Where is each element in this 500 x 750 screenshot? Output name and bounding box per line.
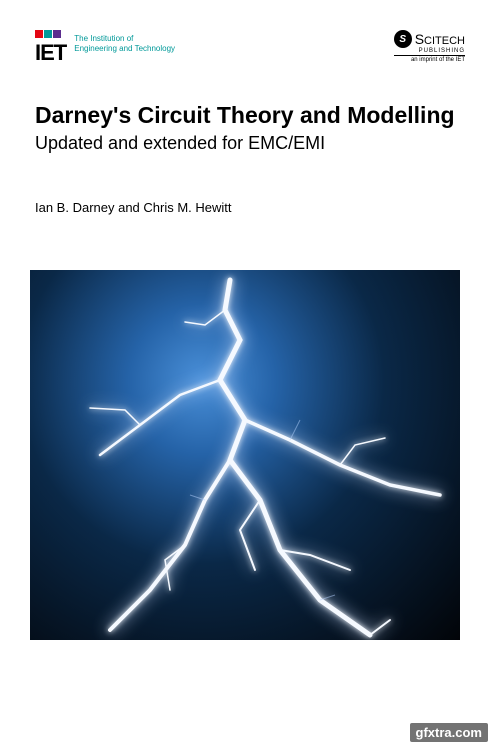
book-title: Darney's Circuit Theory and Modelling bbox=[35, 101, 465, 130]
publisher-logos: IET The Institution of Engineering and T… bbox=[35, 30, 465, 66]
scitech-logo: S SCITECH PUBLISHING an imprint of the I… bbox=[394, 30, 465, 63]
book-subtitle: Updated and extended for EMC/EMI bbox=[35, 132, 465, 155]
iet-tagline: The Institution of Engineering and Techn… bbox=[74, 34, 175, 53]
iet-square-icon bbox=[44, 30, 52, 38]
cover-image-lightning bbox=[30, 270, 460, 640]
iet-tagline-line: The Institution of bbox=[74, 34, 175, 44]
scitech-publishing: PUBLISHING bbox=[394, 48, 465, 54]
iet-tagline-line: Engineering and Technology bbox=[74, 44, 175, 54]
book-cover: IET The Institution of Engineering and T… bbox=[0, 0, 500, 750]
title-block: Darney's Circuit Theory and Modelling Up… bbox=[35, 101, 465, 155]
scitech-imprint: an imprint of the IET bbox=[394, 55, 465, 63]
book-authors: Ian B. Darney and Chris M. Hewitt bbox=[35, 200, 465, 215]
iet-square-icon bbox=[35, 30, 43, 38]
iet-color-squares bbox=[35, 30, 61, 38]
scitech-circle-icon: S bbox=[394, 30, 412, 48]
iet-mark: IET bbox=[35, 30, 66, 66]
scitech-name: SCITECH bbox=[415, 31, 465, 47]
iet-text: IET bbox=[35, 40, 66, 66]
lightning-bolts-icon bbox=[30, 270, 460, 640]
iet-logo: IET The Institution of Engineering and T… bbox=[35, 30, 175, 66]
watermark: gfxtra.com bbox=[410, 723, 488, 742]
scitech-main: S SCITECH bbox=[394, 30, 465, 48]
iet-square-icon bbox=[53, 30, 61, 38]
